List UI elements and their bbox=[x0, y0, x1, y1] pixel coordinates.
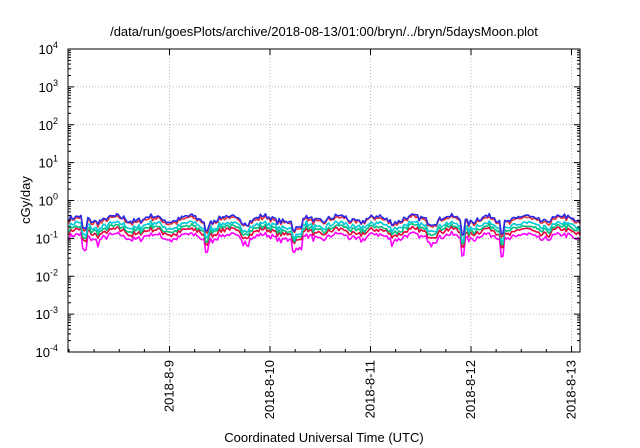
y-tick-label: 104 bbox=[39, 40, 58, 57]
y-tick-label: 10-4 bbox=[36, 343, 58, 360]
y-tick-label: 101 bbox=[39, 154, 58, 171]
x-axis: 2018-8-9 2018-8-10 2018-8-11 2018-8-12 2018-… bbox=[68, 49, 579, 419]
y-axis: 10-4 10-3 10-2 10-1 100 101 102 103 104 bbox=[36, 40, 580, 360]
series-line bbox=[68, 220, 581, 243]
series-layer bbox=[68, 212, 581, 258]
y-axis-label: cGy/day bbox=[18, 176, 33, 224]
series-line bbox=[68, 214, 581, 238]
x-tick-label: 2018-8-9 bbox=[162, 360, 177, 412]
y-tick-label: 102 bbox=[39, 116, 58, 133]
x-tick-label: 2018-8-12 bbox=[463, 360, 478, 419]
chart-title: /data/run/goesPlots/archive/2018-08-13/0… bbox=[110, 24, 538, 39]
y-tick-label: 100 bbox=[39, 192, 58, 209]
x-tick-label: 2018-8-13 bbox=[564, 360, 579, 419]
y-tick-label: 10-1 bbox=[36, 229, 58, 246]
y-tick-label: 103 bbox=[39, 78, 58, 95]
y-tick-label: 10-2 bbox=[36, 267, 58, 284]
series-line bbox=[68, 230, 581, 258]
x-tick-label: 2018-8-11 bbox=[363, 360, 378, 418]
x-axis-label: Coordinated Universal Time (UTC) bbox=[224, 430, 423, 445]
grid bbox=[68, 49, 580, 352]
y-tick-label: 10-3 bbox=[36, 305, 58, 322]
series-line bbox=[68, 222, 581, 246]
series-line bbox=[68, 225, 581, 249]
x-tick-label: 2018-8-10 bbox=[262, 360, 277, 419]
series-line bbox=[68, 212, 581, 236]
